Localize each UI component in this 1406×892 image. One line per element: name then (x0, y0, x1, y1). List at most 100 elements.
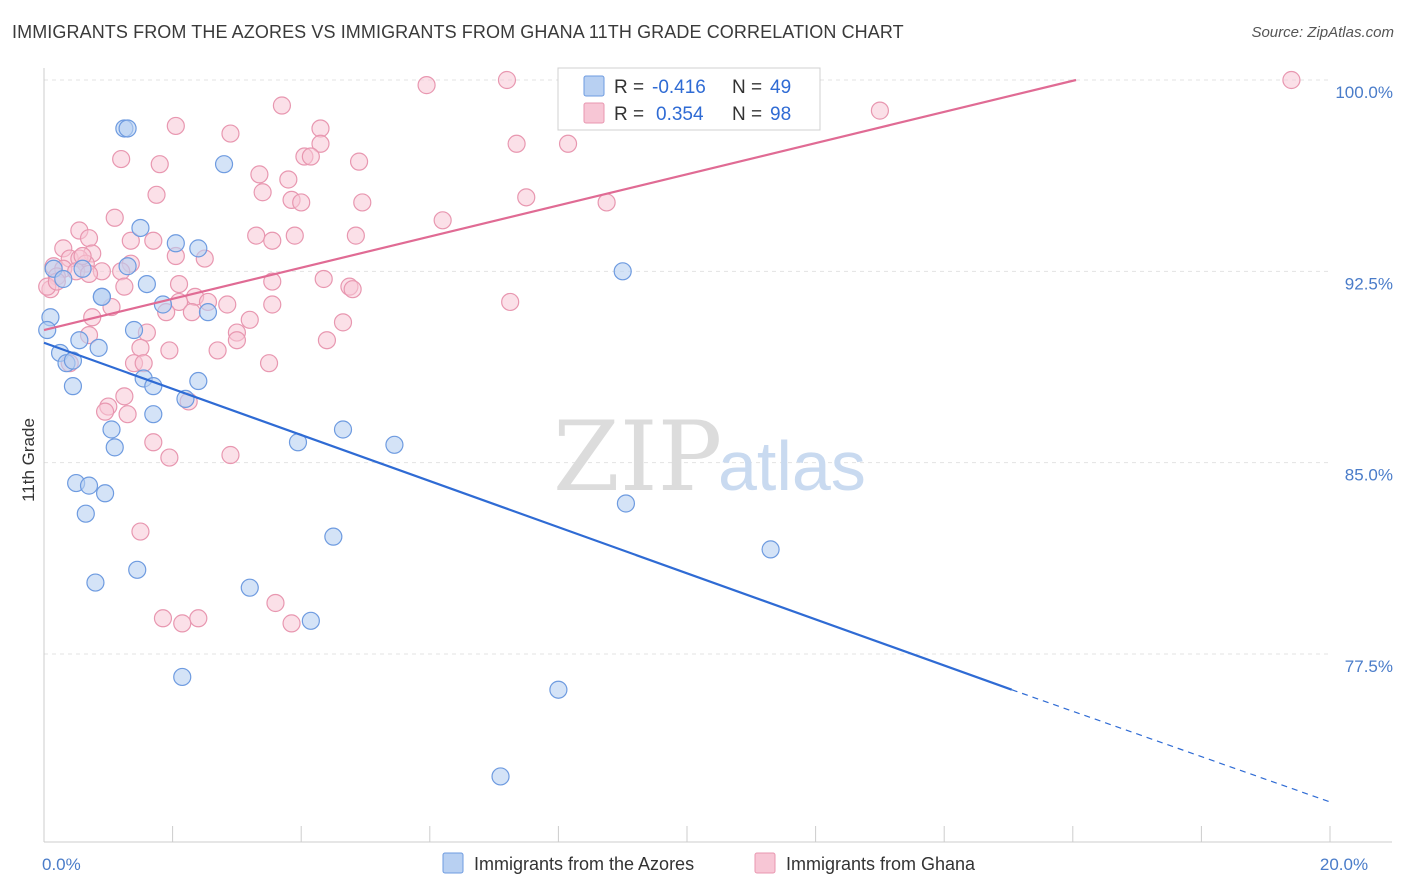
watermark: ZIP atlas (553, 401, 866, 513)
ghana-point (144, 433, 163, 452)
ghana-point (147, 185, 166, 204)
ghana-point (317, 331, 337, 350)
ghana-point (301, 147, 320, 166)
azores-point (137, 274, 156, 294)
ghana-point (266, 593, 285, 613)
ghana-point (166, 116, 185, 136)
azores-point (153, 295, 173, 314)
series-legend-label-azores: Immigrants from the Azores (474, 854, 694, 874)
ghana-point (333, 313, 353, 332)
y-axis-label: 11th Grade (19, 418, 38, 502)
ghana-point (346, 226, 365, 245)
ghana-point (115, 277, 134, 296)
ghana-point (507, 134, 526, 153)
azores-point (144, 405, 163, 424)
ghana-point (115, 387, 134, 406)
azores-point (118, 119, 137, 138)
ghana-point (1282, 70, 1301, 90)
ghana-point (153, 609, 173, 628)
ghana-point (272, 96, 292, 115)
azores-point (63, 377, 83, 396)
ghana-point (118, 405, 137, 424)
azores-point (324, 527, 343, 546)
series-legend-swatch-azores (442, 852, 464, 874)
ghana-point (208, 341, 227, 360)
azores-point (761, 540, 780, 559)
azores-point (333, 420, 353, 439)
azores-point (491, 767, 510, 786)
y-tick-label: 77.5% (1345, 657, 1393, 676)
ghana-point (870, 101, 890, 120)
azores-point (173, 667, 192, 687)
azores-point (79, 476, 99, 495)
azores-point (301, 611, 320, 630)
x-tick-label: 20.0% (1320, 855, 1368, 874)
ghana-point (247, 226, 266, 245)
ghana-point (221, 445, 240, 465)
legend-r-value-azores: -0.416 (652, 77, 706, 98)
legend-n-value-azores: 49 (770, 77, 791, 98)
azores-point (166, 234, 185, 253)
ghana-point (227, 331, 246, 350)
legend-r-value-ghana: 0.354 (656, 104, 704, 125)
ghana-point (182, 303, 201, 322)
azores-trend-extension (1011, 689, 1331, 803)
series-azores-points (38, 119, 780, 786)
legend-n-label-ghana: N = (732, 104, 762, 125)
azores-point (128, 560, 147, 579)
legend-n-label-azores: N = (732, 77, 762, 98)
ghana-point (311, 134, 330, 153)
ghana-point (144, 231, 163, 250)
watermark-zip: ZIP (553, 401, 722, 513)
azores-point (240, 578, 259, 597)
axes (43, 68, 1392, 843)
azores-point (118, 257, 137, 276)
ghana-point (417, 76, 436, 95)
ghana-point (95, 402, 115, 421)
y-tick-label: 92.5% (1345, 274, 1393, 293)
watermark-atlas: atlas (718, 427, 866, 505)
ghana-point (105, 208, 124, 227)
ghana-point (134, 354, 153, 373)
legend-swatch-azores (583, 75, 605, 97)
ghana-point (150, 155, 169, 174)
azores-point (92, 287, 111, 306)
ghana-point (597, 193, 616, 212)
ghana-point (292, 193, 311, 212)
ghana-point (433, 211, 452, 230)
ghana-point (79, 229, 99, 248)
grid-lines (44, 79, 1330, 655)
ghana-point (343, 280, 362, 299)
ghana-trend-line (43, 78, 1077, 332)
ghana-point (279, 170, 298, 189)
ghana-point (250, 165, 269, 184)
x-tick-label: 0.0% (42, 855, 81, 874)
azores-trend-line (43, 341, 1013, 691)
ghana-point (263, 295, 282, 314)
azores-point (54, 269, 73, 289)
series-ghana-points (38, 70, 1301, 633)
azores-point (89, 338, 108, 357)
legend-r-label-azores: R = (614, 77, 644, 98)
ghana-point (112, 149, 131, 169)
legend-swatch-ghana (583, 102, 605, 124)
azores-point (76, 504, 95, 523)
ghana-point (263, 231, 282, 250)
y-tick-label: 85.0% (1345, 466, 1393, 485)
source-credit: Source: ZipAtlas.com (1251, 24, 1394, 41)
azores-point (613, 262, 632, 281)
series-legend: Immigrants from the Azores Immigrants fr… (442, 852, 976, 874)
ghana-point (314, 269, 333, 289)
azores-point (105, 438, 124, 457)
ghana-point (131, 522, 150, 541)
azores-point (102, 420, 121, 439)
ghana-point (160, 448, 179, 467)
y-tick-labels: 77.5% 85.0% 92.5% 100.0% (1335, 83, 1393, 676)
ghana-point (221, 124, 240, 143)
ghana-point (282, 614, 301, 633)
azores-point (70, 331, 89, 350)
x-tick-labels: 0.0% 20.0% (42, 855, 1368, 874)
ghana-point (160, 341, 179, 360)
ghana-point (353, 193, 372, 212)
